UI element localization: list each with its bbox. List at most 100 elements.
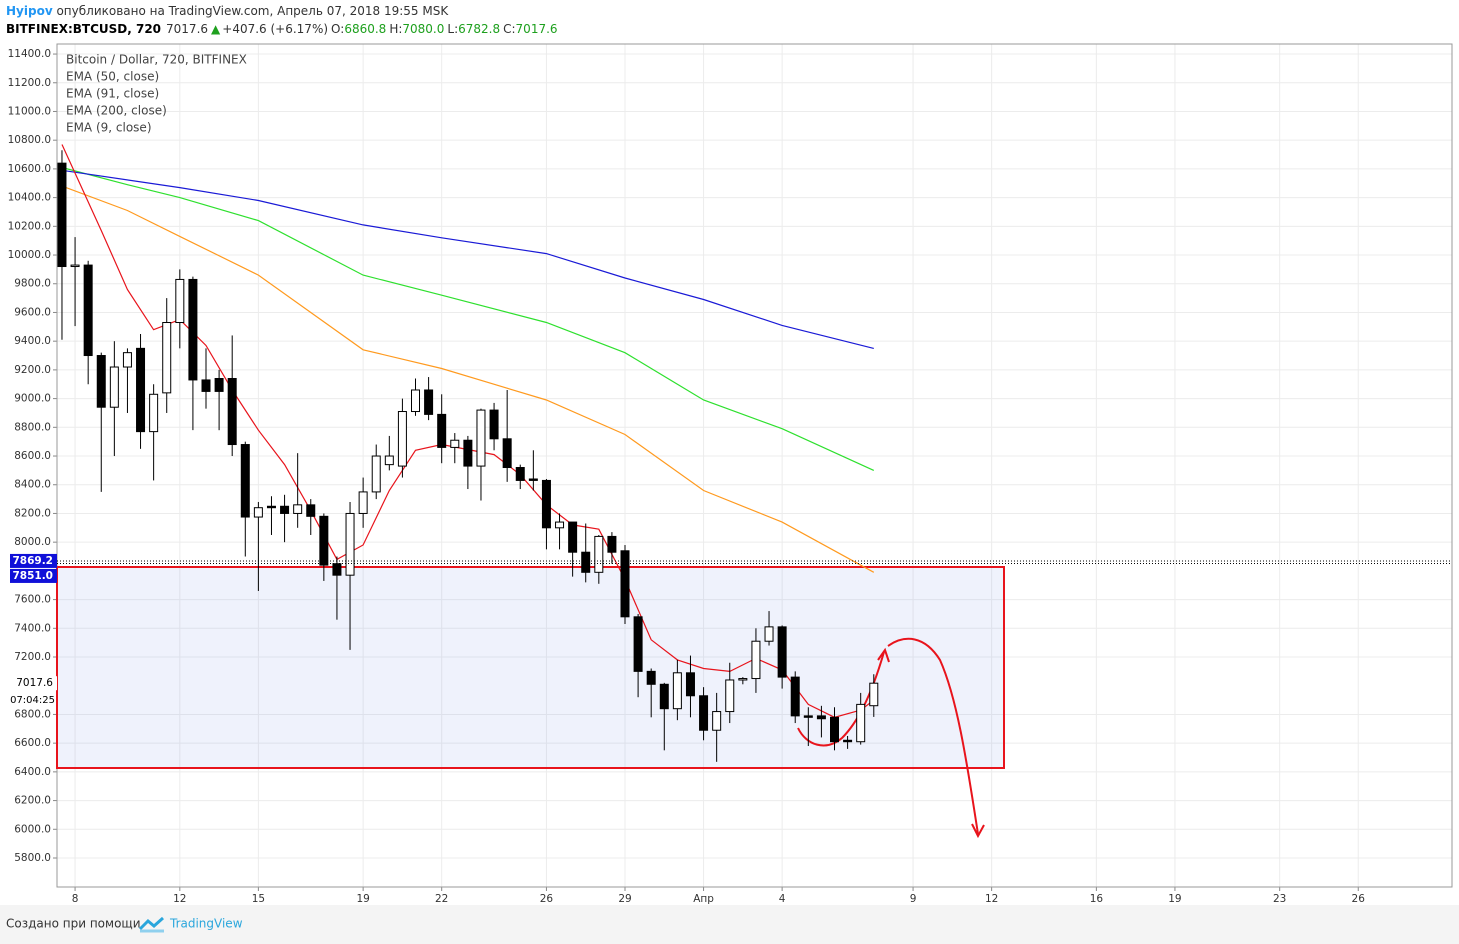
candle-body bbox=[306, 504, 316, 517]
candle-body bbox=[843, 739, 853, 743]
y-tick-label: 8800.0 bbox=[14, 421, 51, 433]
candle-body bbox=[240, 444, 250, 518]
candle-body bbox=[633, 616, 643, 672]
plot-frame bbox=[56, 43, 1453, 888]
c-label: C: bbox=[503, 22, 515, 36]
candle-body bbox=[253, 507, 263, 518]
candle-body bbox=[607, 535, 617, 553]
candle-body bbox=[463, 439, 473, 467]
arrowhead bbox=[971, 823, 985, 839]
legend-entry: EMA (50, close) bbox=[66, 70, 159, 84]
footer-bar bbox=[0, 905, 1459, 944]
y-tick-label: 6000.0 bbox=[14, 823, 51, 835]
ema-line bbox=[61, 185, 875, 573]
y-tick-label: 10400.0 bbox=[8, 192, 51, 204]
price-label-box bbox=[10, 568, 57, 583]
x-tick-label: 15 bbox=[252, 893, 265, 905]
candle-body bbox=[476, 409, 486, 467]
candle-body bbox=[358, 491, 368, 514]
x-tick-label: 23 bbox=[1273, 893, 1286, 905]
x-tick-label: 16 bbox=[1090, 893, 1104, 905]
candle-body bbox=[293, 504, 303, 514]
ema-line bbox=[61, 166, 875, 471]
candle-body bbox=[489, 409, 499, 440]
candle-body bbox=[122, 352, 132, 368]
published: опубликовано на TradingView.com, Апрель … bbox=[53, 4, 450, 18]
legend-entry: EMA (91, close) bbox=[66, 87, 159, 101]
y-tick-label: 6800.0 bbox=[14, 708, 51, 720]
candle-body bbox=[332, 563, 342, 576]
candle-body bbox=[594, 535, 604, 573]
candle-body bbox=[437, 413, 447, 448]
y-tick-label: 5800.0 bbox=[14, 852, 51, 864]
x-tick-label: 12 bbox=[173, 893, 186, 905]
candle-body bbox=[751, 640, 761, 680]
countdown: 07:04:25 bbox=[10, 695, 55, 706]
y-tick-label: 8000.0 bbox=[14, 536, 51, 548]
candle-body bbox=[266, 505, 276, 509]
y-tick-label: 9800.0 bbox=[14, 278, 51, 290]
candle-body bbox=[515, 467, 525, 481]
candle-body bbox=[96, 355, 106, 408]
x-tick-label: 8 bbox=[72, 893, 79, 905]
candle-body bbox=[830, 716, 840, 743]
candle-body bbox=[175, 278, 185, 324]
candle-body bbox=[280, 505, 290, 514]
footer-brand[interactable]: TradingView bbox=[169, 917, 243, 931]
candle-body bbox=[70, 264, 80, 268]
c: 7017.6 bbox=[516, 22, 558, 36]
footer-made-with: Создано при помощи bbox=[6, 917, 141, 931]
plot: 5800.0 6000.0 6200.0 6400.0 6600.0 6800.0 7200… bbox=[8, 43, 1453, 905]
candle-body bbox=[803, 715, 813, 718]
candle-body bbox=[790, 676, 800, 717]
x-tick-label: 12 bbox=[985, 893, 998, 905]
candle-body bbox=[856, 703, 866, 743]
candle-body bbox=[214, 378, 224, 392]
candle-body bbox=[712, 711, 722, 731]
x-tick-label: Апр bbox=[693, 893, 714, 905]
y-tick-label: 6400.0 bbox=[14, 766, 51, 778]
x-tick-label: 26 bbox=[540, 893, 554, 905]
o-label: O: bbox=[331, 22, 344, 36]
candle-body bbox=[777, 626, 787, 678]
candle-body bbox=[816, 715, 826, 720]
y-tick-label: 9000.0 bbox=[14, 393, 51, 405]
price-label: 7869.2 bbox=[12, 555, 53, 567]
candle-body bbox=[528, 478, 538, 481]
l-label: L: bbox=[447, 22, 458, 36]
x-tick-label: 29 bbox=[618, 893, 631, 905]
candle-body bbox=[581, 551, 591, 573]
x-tick-label: 26 bbox=[1352, 893, 1366, 905]
candle-body bbox=[424, 389, 434, 415]
h: 7080.0 bbox=[402, 22, 444, 36]
header-line-2: BITFINEX:BTCUSD, 720 7017.6 ▲ +407.6 (+6.17… bbox=[6, 22, 558, 36]
candle-body bbox=[568, 521, 578, 553]
h-label: H: bbox=[389, 22, 402, 36]
legend-entry: EMA (9, close) bbox=[66, 121, 152, 135]
candle-body bbox=[620, 550, 630, 618]
x-tick-label: 4 bbox=[779, 893, 786, 905]
y-tick-label: 6200.0 bbox=[14, 795, 51, 807]
candle-body bbox=[555, 521, 565, 529]
price-label-box bbox=[10, 553, 57, 568]
y-tick-label: 9400.0 bbox=[14, 335, 51, 347]
l: 6782.8 bbox=[458, 22, 500, 36]
arrowhead bbox=[877, 647, 890, 663]
candle-body bbox=[371, 455, 381, 493]
candle-body bbox=[319, 515, 329, 566]
candle-body bbox=[699, 695, 709, 731]
y-tick-label: 11000.0 bbox=[8, 105, 51, 117]
y-tick-label: 7200.0 bbox=[14, 651, 51, 663]
y-tick-label: 6600.0 bbox=[14, 737, 51, 749]
author[interactable]: Hyipov bbox=[6, 4, 53, 18]
candle-body bbox=[136, 347, 146, 433]
candle-body bbox=[672, 672, 682, 710]
candle-body bbox=[411, 389, 421, 413]
y-tick-label: 10200.0 bbox=[8, 220, 51, 232]
x-tick-label: 22 bbox=[435, 893, 448, 905]
y-tick-label: 11200.0 bbox=[8, 77, 51, 89]
y-tick-label: 8200.0 bbox=[14, 507, 51, 519]
candle-body bbox=[345, 512, 355, 576]
y-tick-label: 10600.0 bbox=[8, 163, 51, 175]
y-tick-label: 7600.0 bbox=[14, 594, 51, 606]
